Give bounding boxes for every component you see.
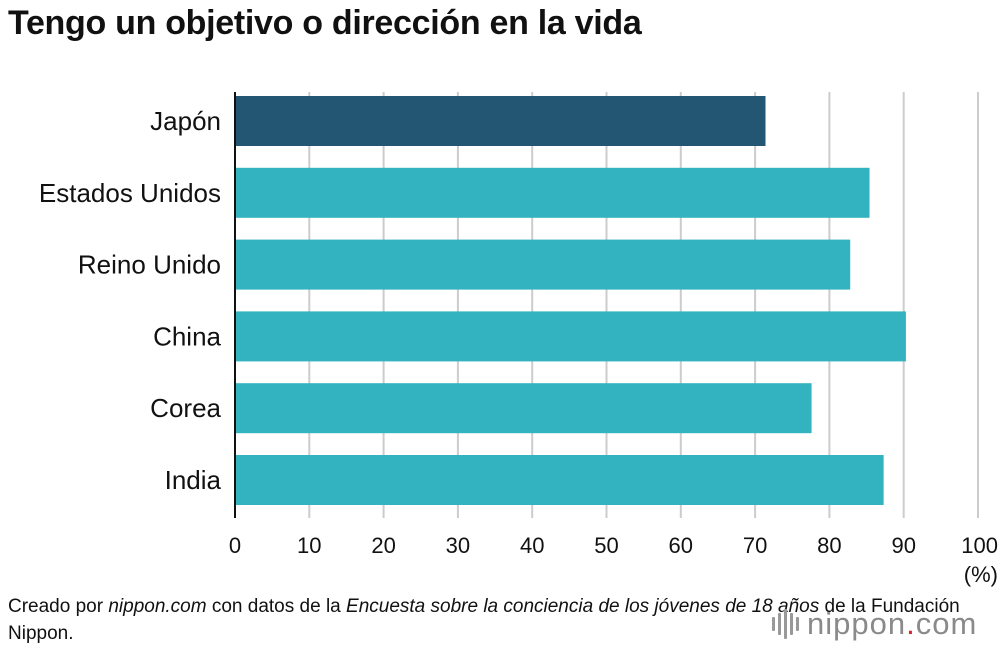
x-tick-40: 40 (520, 533, 544, 558)
bar-corea (235, 383, 812, 434)
x-unit-label: (%) (964, 562, 998, 587)
category-label: Reino Unido (78, 250, 221, 280)
x-tick-100: 100 (961, 533, 998, 558)
category-labels: Japón Estados Unidos Reino Unido China Corea… (39, 106, 222, 495)
x-tick-60: 60 (669, 533, 693, 558)
chart-title: Tengo un objetivo o dirección en la vida (8, 4, 642, 42)
x-tick-10: 10 (297, 533, 321, 558)
source-note: Creado por nippon.com con datos de la En… (8, 593, 1000, 647)
category-label: China (153, 321, 221, 351)
bar-china (235, 311, 906, 362)
nippon-logo-mark-icon (772, 609, 799, 639)
logo-dot: . (906, 606, 916, 641)
x-tick-70: 70 (743, 533, 767, 558)
source-site: nippon.com (108, 596, 207, 617)
x-tick-90: 90 (891, 533, 915, 558)
x-tick-20: 20 (371, 533, 395, 558)
x-tick-50: 50 (594, 533, 618, 558)
grid-lines (308, 92, 979, 518)
logo-text-end: com (915, 606, 978, 641)
bar-india (235, 455, 884, 505)
source-prefix: Creado por (8, 596, 109, 617)
logo-text: nippon.com (807, 606, 977, 642)
x-tick-0: 0 (229, 533, 241, 558)
category-label: Corea (150, 393, 221, 423)
x-tick-80: 80 (817, 533, 841, 558)
bar-chart: Japón Estados Unidos Reino Unido China Corea… (39, 92, 998, 587)
category-label: Japón (150, 106, 221, 136)
bar-reino-unido (235, 239, 851, 290)
bar-estados-unidos (235, 167, 870, 218)
category-label: India (165, 465, 222, 495)
x-tick-labels: 0 10 20 30 40 50 60 70 80 90 100 (229, 533, 998, 558)
nippon-logo: nippon.com (772, 604, 977, 644)
logo-text-main: nippon (807, 606, 907, 641)
bar-japón (235, 96, 766, 146)
source-mid: con datos de la (206, 596, 347, 617)
bars (235, 96, 906, 505)
category-label: Estados Unidos (39, 178, 221, 208)
source-suffix: de la Fundación Nippon. (8, 596, 960, 644)
source-survey: Encuesta sobre la conciencia de los jóve… (346, 596, 820, 617)
x-tick-30: 30 (446, 533, 470, 558)
